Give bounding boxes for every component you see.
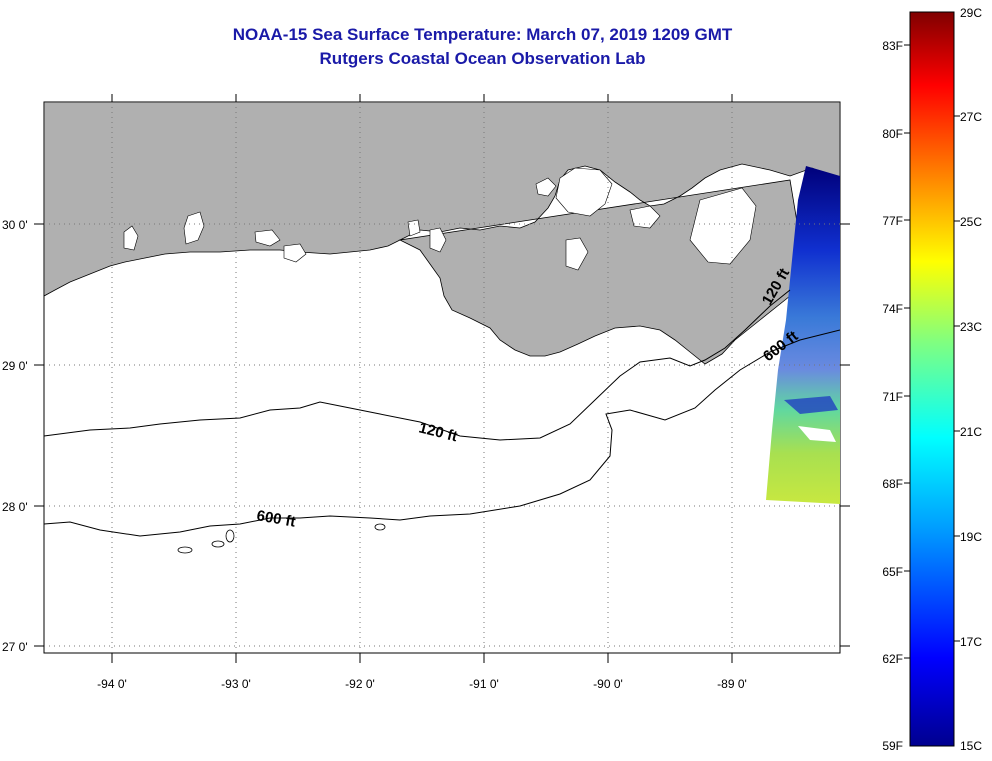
colorbar-f-label: 77F [882,214,903,228]
colorbar-c-label: 21C [960,425,982,439]
colorbar-f-label: 71F [882,390,903,404]
lon-label: -90 0' [593,677,623,691]
colorbar-f-label: 59F [882,739,903,753]
lat-label: 29 0' [2,359,28,373]
lat-label: 28 0' [2,500,28,514]
lon-label: -89 0' [717,677,747,691]
colorbar-c-label: 15C [960,739,982,753]
swath-cold-patch [784,396,838,414]
colorbar-f-label: 68F [882,477,903,491]
sst-swath [766,166,840,504]
contour-120ft [44,289,791,441]
colorbar-f-label: 83F [882,39,903,53]
frame-ticks [34,94,850,663]
swath-cloud-patch [798,426,836,442]
colorbar-c-label: 25C [960,215,982,229]
map-subtitle: Rutgers Coastal Ocean Observation Lab [319,49,646,68]
graticule [44,102,840,653]
lat-label: 30 0' [2,218,28,232]
colorbar-f-label: 80F [882,127,903,141]
colorbar-c-label: 19C [960,530,982,544]
lon-label: -91 0' [469,677,499,691]
inland-water [123,167,757,271]
sst-colorbar [909,11,955,747]
colorbar-f-label: 62F [882,652,903,666]
colorbar-f-label: 74F [882,302,903,316]
colorbar-c-label: 17C [960,635,982,649]
contour-600ft [44,329,840,537]
colorbar-c-label: 23C [960,320,982,334]
map-title: NOAA-15 Sea Surface Temperature: March 0… [232,25,733,44]
lon-label: -92 0' [345,677,375,691]
colorbar-f-label: 65F [882,565,903,579]
contour-islands [177,523,386,554]
colorbar-ticks [904,44,960,659]
lon-label: -94 0' [97,677,127,691]
lon-label: -93 0' [221,677,251,691]
contour-label-600-west: 600 ft [255,507,297,531]
colorbar-c-label: 27C [960,110,982,124]
colorbar-c-label: 29C [960,6,982,20]
lat-label: 27 0' [2,640,28,654]
